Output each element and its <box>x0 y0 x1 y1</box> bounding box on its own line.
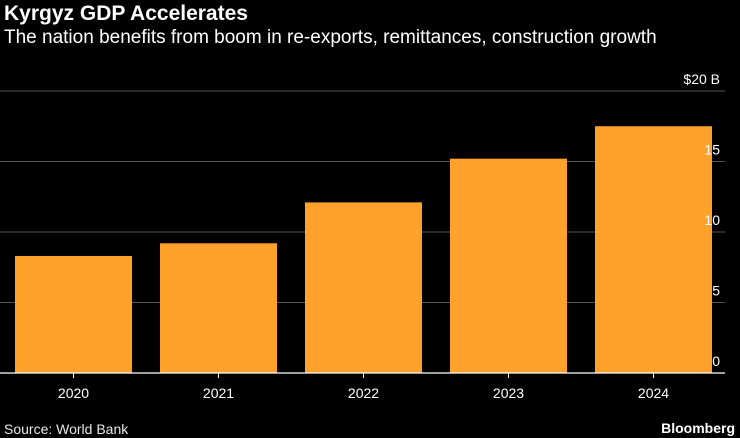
x-tick-label: 2022 <box>348 385 379 401</box>
x-tick-label: 2020 <box>58 385 89 401</box>
bar-2023 <box>450 158 567 373</box>
x-tick-label: 2023 <box>493 385 524 401</box>
chart-subtitle: The nation benefits from boom in re-expo… <box>4 27 657 48</box>
chart-title: Kyrgyz GDP Accelerates <box>4 2 248 25</box>
bar-2021 <box>160 243 277 373</box>
x-tick-label: 2021 <box>203 385 234 401</box>
x-tick-label: 2024 <box>638 385 669 401</box>
source-note: Source: World Bank <box>4 421 129 437</box>
brand-logo: Bloomberg <box>661 420 735 436</box>
bar-2020 <box>15 255 132 373</box>
bar-2022 <box>305 202 422 373</box>
y-tick-label: 0 <box>712 353 720 369</box>
y-tick-label: 10 <box>704 212 720 228</box>
bar-2024 <box>595 126 712 373</box>
y-tick-label: 15 <box>704 142 720 158</box>
y-tick-label: 5 <box>712 283 720 299</box>
y-tick-label: $20 B <box>683 71 720 87</box>
